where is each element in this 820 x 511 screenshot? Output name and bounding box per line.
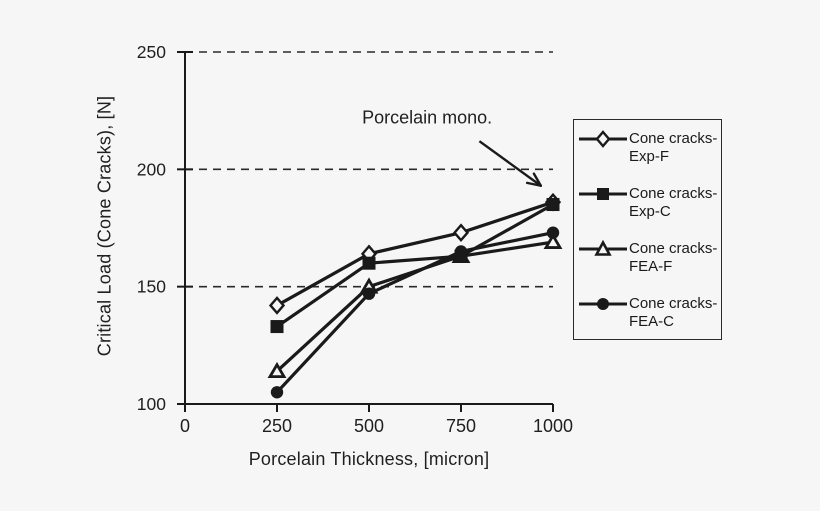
annotation-arrowhead-1 [525, 181, 543, 187]
y-tick-label-250: 250 [137, 42, 166, 62]
series-line-Cone cracks-Exp-C [276, 203, 554, 328]
legend-marker-triangle-icon [579, 240, 627, 256]
legend-label-line1: Cone cracks- [629, 240, 718, 257]
legend-label: Cone cracks- Exp-C [629, 185, 717, 221]
x-tick-label-1000: 1000 [533, 416, 573, 436]
legend-marker-diamond-icon [579, 130, 627, 148]
legend-label: Cone cracks- Exp-F [629, 130, 717, 166]
legend-label-line2: FEA-F [629, 258, 673, 275]
Cone cracks-Exp-F-marker-diamond-icon [452, 223, 470, 243]
legend-item-fea-f: Cone cracks- FEA-F [578, 240, 721, 276]
y-tick-label-200: 200 [137, 159, 166, 179]
legend-label-line2: FEA-C [629, 313, 674, 330]
x-axis-title: Porcelain Thickness, [micron] [248, 449, 490, 469]
annotation-arrow-shaft [478, 140, 542, 187]
Cone cracks-Exp-C-marker-square-icon [270, 320, 284, 334]
legend-label-line1: Cone cracks- [629, 185, 718, 202]
legend-item-exp-f: Cone cracks- Exp-F [578, 130, 721, 166]
y-tick-label-100: 100 [137, 394, 166, 414]
x-tick-label-500: 500 [354, 416, 384, 436]
Cone cracks-Exp-C-marker-square-icon [546, 198, 560, 212]
x-tick-label-0: 0 [180, 416, 190, 436]
series-line-Cone cracks-FEA-C [275, 231, 554, 394]
Cone cracks-FEA-C-marker-circle-icon [546, 226, 560, 239]
Cone cracks-Exp-C-marker-square-icon [454, 249, 468, 263]
legend-item-exp-c: Cone cracks- Exp-C [578, 185, 721, 221]
legend-label-line1: Cone cracks- [629, 295, 718, 312]
y-tick-label-150: 150 [137, 277, 166, 297]
annotation-porcelain-mono: Porcelain mono. [362, 108, 492, 128]
x-tick-label-750: 750 [446, 416, 476, 436]
legend-label: Cone cracks- FEA-C [629, 295, 717, 331]
Cone cracks-Exp-F-marker-diamond-icon [268, 296, 286, 315]
legend-label-line1: Cone cracks- [629, 130, 718, 147]
legend-marker-circle-icon [579, 298, 627, 310]
series-line-Cone cracks-Exp-F [276, 200, 554, 307]
annotation-arrowhead-0 [532, 172, 543, 187]
Cone cracks-FEA-C-marker-circle-icon [270, 386, 284, 399]
legend-marker-square-icon [579, 188, 627, 200]
legend-label: Cone cracks- FEA-F [629, 240, 717, 276]
y-axis-title: Critical Load (Cone Cracks), [N] [94, 95, 115, 357]
legend-box: Cone cracks- Exp-F Cone cracks- Exp-C Co… [573, 119, 722, 340]
legend-label-line2: Exp-C [629, 203, 671, 220]
Cone cracks-FEA-C-marker-circle-icon [362, 287, 376, 300]
series-line-Cone cracks-FEA-F [275, 240, 554, 373]
legend-item-fea-c: Cone cracks- FEA-C [578, 295, 721, 331]
Cone cracks-FEA-F-marker-triangle-icon [543, 232, 563, 249]
legend-label-line2: Exp-F [629, 148, 670, 165]
x-tick-label-250: 250 [262, 416, 292, 436]
Cone cracks-Exp-C-marker-square-icon [362, 256, 376, 270]
Cone cracks-FEA-F-marker-triangle-icon [267, 361, 287, 379]
